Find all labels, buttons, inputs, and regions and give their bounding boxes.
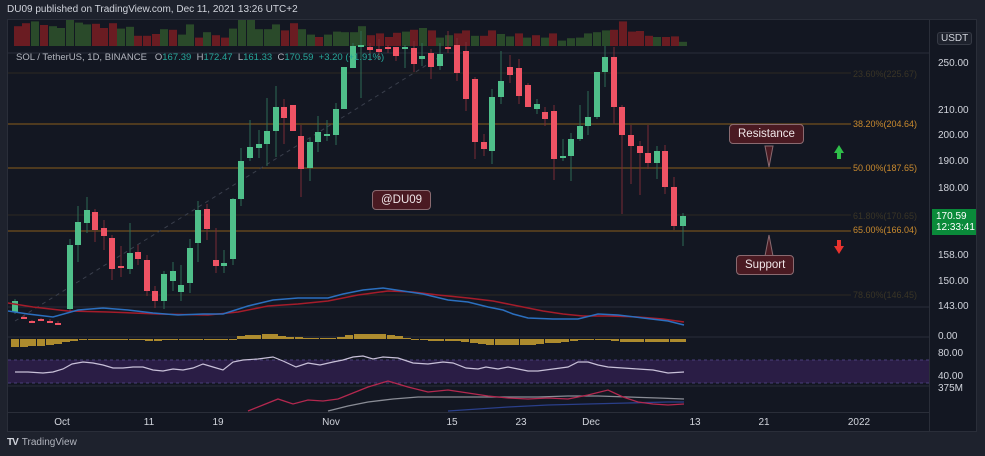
price-tick: 158.00: [938, 250, 969, 261]
time-tick: Dec: [582, 417, 600, 428]
close-value: 170.59: [284, 52, 314, 63]
last-price: 170.59: [936, 211, 967, 222]
bar-countdown: 12:33:41: [936, 222, 975, 233]
chart-frame[interactable]: SOL / TetherUS, 1D, BINANCE O167.39 H172…: [7, 19, 977, 432]
last-price-label: 170.59 12:33:41: [932, 209, 976, 235]
price-tick: 150.00: [938, 276, 969, 287]
currency-label[interactable]: USDT: [937, 32, 973, 45]
time-tick: 2022: [847, 417, 871, 428]
publish-info: DU09 published on TradingView.com, Dec 1…: [7, 4, 298, 15]
price-tick: 80.00: [938, 348, 964, 359]
fib-label-236: 23.60%(225.67): [853, 69, 918, 79]
fib-label-382: 38.20%(204.64): [853, 119, 918, 129]
high-value: 172.47: [203, 52, 233, 63]
fib-label-618: 61.80%(170.65): [853, 211, 918, 221]
price-tick: 0.00: [938, 331, 958, 342]
fib-label-786: 78.60%(146.45): [853, 290, 918, 300]
tradingview-logo-icon: TV: [7, 437, 19, 448]
symbol-name: SOL / TetherUS, 1D, BINANCE: [16, 52, 147, 63]
price-tick: 200.00: [938, 130, 969, 141]
tradingview-footer: TV TradingView: [7, 437, 77, 448]
change-value: +3.20 (+1.91%): [318, 52, 385, 63]
price-axis[interactable]: 250.00 210.00 200.00 190.00 180.00 158.00 150.…: [929, 20, 978, 431]
price-tick: 210.00: [938, 105, 969, 116]
price-tick: 190.00: [938, 156, 969, 167]
price-tick: 250.00: [938, 58, 969, 69]
price-tick: 375M: [938, 383, 964, 394]
tradingview-brand: TradingView: [21, 437, 77, 448]
low-value: 161.33: [243, 52, 273, 63]
watermark-callout: @DU09: [372, 190, 432, 210]
time-tick: 19: [212, 417, 224, 428]
time-tick: 11: [143, 417, 155, 428]
time-tick: 13: [689, 417, 701, 428]
time-axis[interactable]: Oct 11 19 Nov 15 23 Dec 13 21 2022: [8, 412, 929, 433]
fib-label-650: 65.00%(166.04): [853, 225, 918, 235]
time-tick: Nov: [322, 417, 340, 428]
time-tick: 23: [515, 417, 527, 428]
symbol-legend: SOL / TetherUS, 1D, BINANCE O167.39 H172…: [16, 52, 385, 63]
fib-label-500: 50.00%(187.65): [853, 163, 918, 173]
support-callout: Support: [736, 255, 795, 275]
price-tick: 40.00: [938, 371, 964, 382]
price-chart-canvas[interactable]: [8, 20, 929, 412]
price-tick: 180.00: [938, 183, 969, 194]
time-tick: 15: [446, 417, 458, 428]
time-tick: Oct: [54, 417, 70, 428]
price-tick: 143.00: [938, 301, 969, 312]
resistance-callout: Resistance: [729, 124, 804, 144]
time-tick: 21: [758, 417, 770, 428]
open-value: 167.39: [162, 52, 192, 63]
